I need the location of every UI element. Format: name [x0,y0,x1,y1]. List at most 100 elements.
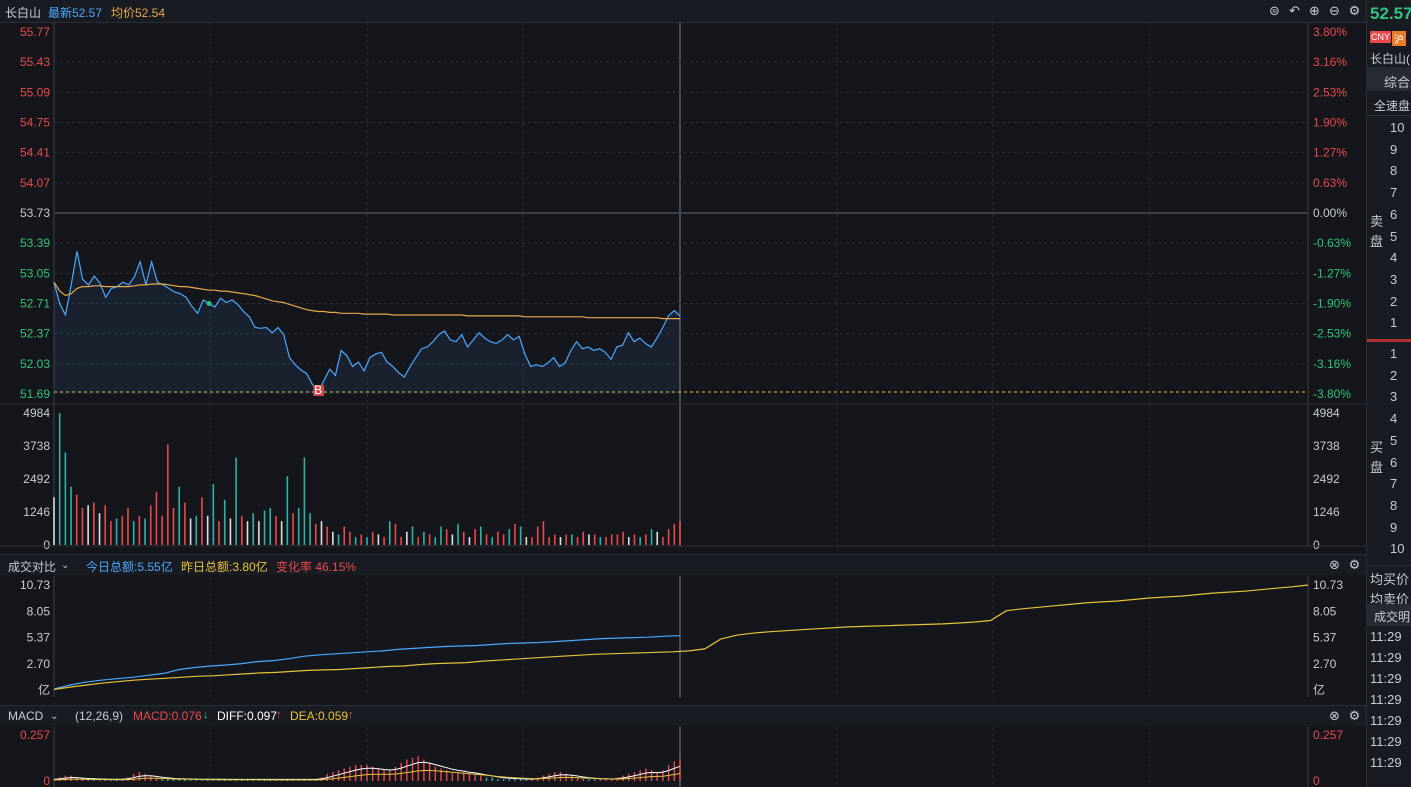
order-book-sidebar: 52.57 CNY 沪 长白山( 综合 全速盘 卖 盘 买 盘 均买价 均卖价 … [1366,0,1411,787]
macd-value: MACD:0.076 [133,709,202,723]
y-tick-left: 55.09 [20,85,50,99]
buy-label-2: 盘 [1370,460,1384,475]
trade-time[interactable]: 11:29 [1370,650,1402,665]
y-tick-right: 3.80% [1313,25,1347,39]
volume-tick-left: 4984 [23,406,50,420]
turnover-tick-left: 2.70 [27,657,51,671]
sell-level[interactable]: 2 [1390,293,1398,309]
y-tick-right: -1.27% [1313,266,1351,280]
price-area [54,251,680,394]
buy-level[interactable]: 4 [1390,411,1398,427]
sell-level[interactable]: 1 [1390,315,1398,331]
chevron-down-icon[interactable]: ⌄ [61,560,70,571]
trade-time[interactable]: 11:29 [1370,629,1402,644]
avg-price-line [53,281,680,320]
trade-time[interactable]: 11:29 [1370,671,1402,686]
volume-tick-left: 3738 [23,439,50,453]
sell-level[interactable]: 8 [1390,163,1398,179]
bid-ask-divider [1367,339,1411,342]
macd-params: (12,26,9) [75,709,124,723]
trade-time[interactable]: 11:29 [1370,692,1402,707]
compare-panel-header: 成交对比 ⌄ 今日总额:5.55亿 昨日总额:3.80亿 变化率 46.15% … [0,554,1366,575]
undo-icon[interactable]: ↶ [1289,3,1300,18]
y-tick-right: 1.27% [1313,146,1347,160]
sell-level[interactable]: 4 [1390,250,1398,266]
volume-tick-left: 1246 [23,505,50,519]
quanbu-button[interactable]: 全速盘 [1374,99,1411,113]
close-icon[interactable]: ⊗ [1329,708,1340,723]
y-tick-right: -3.80% [1313,387,1351,401]
y-tick-left: 53.73 [20,206,50,220]
volume-tick-right: 0 [1313,538,1320,552]
gear-icon[interactable]: ⚙ [1348,708,1361,723]
close-icon[interactable]: ⊗ [1329,557,1340,572]
sell-level[interactable]: 3 [1390,271,1398,287]
price-marker-dot [206,301,212,306]
sell-level[interactable]: 5 [1390,228,1398,244]
buy-level[interactable]: 9 [1390,519,1398,535]
y-tick-right: -2.53% [1313,327,1351,341]
side-price: 52.57 [1370,4,1411,23]
price-line [53,251,681,393]
volume-tick-right: 2492 [1313,472,1340,486]
y-tick-left: 52.37 [20,327,50,341]
buy-level[interactable]: 1 [1390,346,1398,361]
y-tick-left: 52.03 [20,357,50,371]
buy-level[interactable]: 6 [1390,454,1398,470]
zoom-in-icon[interactable]: ⊕ [1309,3,1320,18]
tab-deal-detail-label: 成交明 [1374,610,1411,624]
macd-title[interactable]: MACD [8,709,44,723]
turnover-tick-left: 亿 [38,682,50,697]
turnover-tick-left: 10.73 [20,578,50,592]
macd-tick-right: 0.257 [1313,728,1343,742]
turnover-tick-right: 5.37 [1313,631,1337,645]
dea-line [53,770,681,781]
tab-deal-detail[interactable]: 成交明 [1367,604,1411,626]
turnover-tick-left: 5.37 [27,631,51,645]
volume-tick-right: 1246 [1313,505,1340,519]
sell-level[interactable]: 6 [1390,206,1398,222]
stock-name[interactable]: 长白山 [5,6,42,20]
buy-level[interactable]: 5 [1390,432,1398,448]
y-tick-left: 54.41 [20,146,50,160]
y-tick-left: 55.43 [20,55,50,69]
gear-icon[interactable]: ⚙ [1348,557,1361,572]
yesterday-turnover-line [53,584,1309,691]
change-rate: 变化率 46.15% [276,560,357,574]
buy-level[interactable]: 7 [1390,476,1398,492]
tab-zonghe[interactable]: 综合 [1367,67,1411,91]
sell-level[interactable]: 7 [1390,185,1398,201]
compare-title[interactable]: 成交对比 [8,560,57,574]
y-tick-right: 3.16% [1313,55,1347,69]
buy-level[interactable]: 8 [1390,497,1398,513]
y-tick-left: 53.39 [20,236,50,250]
trade-time[interactable]: 11:29 [1370,713,1402,728]
chevron-down-icon[interactable]: ⌄ [50,711,59,722]
buy-level[interactable]: 3 [1390,389,1398,405]
sell-level[interactable]: 10 [1390,120,1405,135]
arrow-up-icon: ↑ [348,709,354,721]
macd-panel-header: MACD ⌄ (12,26,9) MACD:0.076 ↓ DIFF:0.097… [0,705,1366,726]
volume-tick-left: 0 [43,538,50,552]
buy-level[interactable]: 2 [1390,367,1398,383]
volume-tick-right: 4984 [1313,406,1340,420]
buy-marker [313,385,325,396]
zoom-out-icon[interactable]: ⊖ [1329,3,1340,18]
buy-marker-label: B [314,383,322,397]
y-tick-right: 1.90% [1313,116,1347,130]
chart-canvas: 55.77 3.80% 55.43 3.16% 55.09 2.53% 54.75 1.90%… [0,22,1366,787]
trade-time[interactable]: 11:29 [1370,755,1402,770]
divider [1367,565,1411,566]
sell-level[interactable]: 9 [1390,141,1398,157]
y-tick-right: -0.63% [1313,236,1351,250]
coin-icon[interactable]: ⊜ [1269,3,1280,18]
cny-badge: CNY [1370,31,1392,43]
dea-value: DEA:0.059 [290,709,349,723]
arrow-up-icon: ↑ [276,709,282,721]
gear-icon[interactable]: ⚙ [1348,3,1361,18]
volume-tick-right: 3738 [1313,439,1340,453]
trade-time[interactable]: 11:29 [1370,734,1402,749]
turnover-tick-left: 8.05 [27,604,51,618]
avg-price-label: 均价52.54 [111,6,166,20]
buy-level[interactable]: 10 [1390,541,1405,557]
